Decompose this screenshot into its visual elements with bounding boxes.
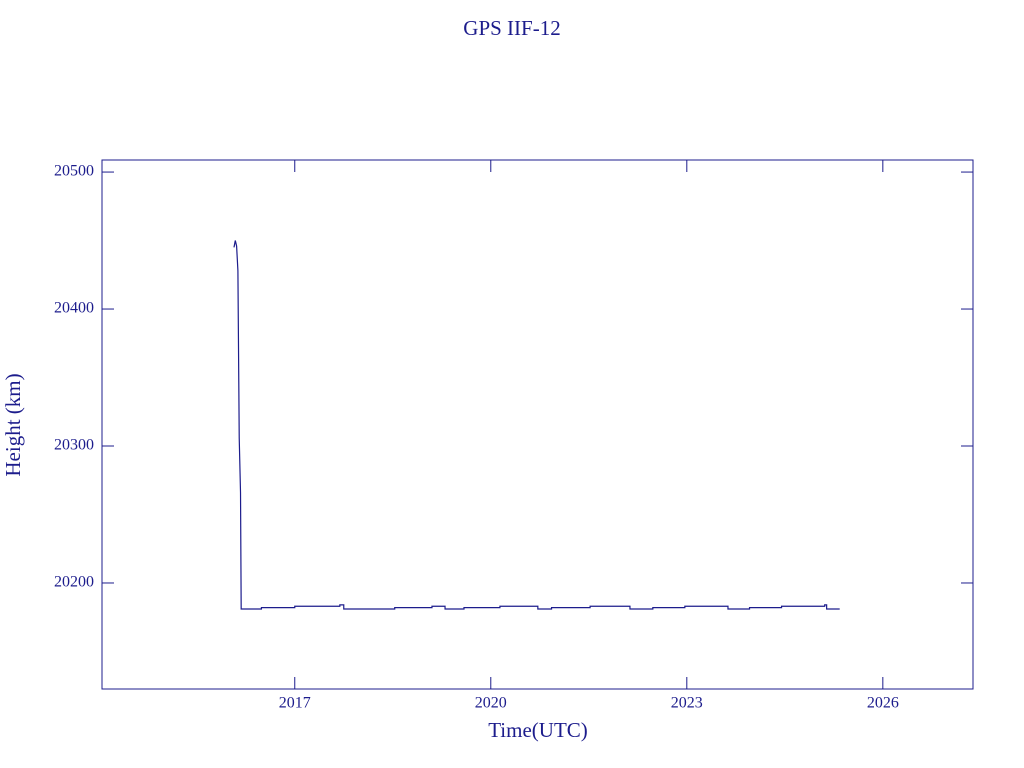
- y-tick-label: 20400: [54, 300, 94, 317]
- chart-title: GPS IIF-12: [463, 16, 560, 40]
- plot-frame: [101, 159, 974, 690]
- y-tick-label: 20500: [54, 163, 94, 180]
- x-tick-label: 2020: [475, 695, 507, 712]
- x-tick-label: 2023: [671, 695, 703, 712]
- x-axis-label: Time(UTC): [488, 718, 588, 742]
- y-tick-label: 20200: [54, 574, 94, 591]
- x-tick-label: 2026: [867, 695, 899, 712]
- x-tick-label: 2017: [279, 695, 311, 712]
- y-tick-label: 20300: [54, 437, 94, 454]
- data-line: [233, 240, 840, 610]
- y-axis-label: Height (km): [1, 373, 25, 476]
